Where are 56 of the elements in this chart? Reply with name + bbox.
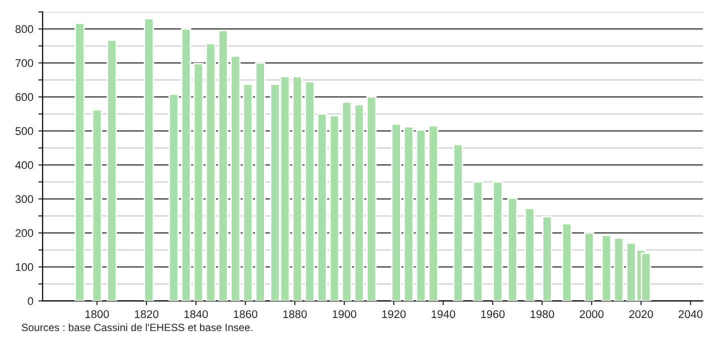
y-tick-label: 400 xyxy=(15,161,34,170)
y-tick-label: 600 xyxy=(16,93,34,102)
x-tick-label: 1800 xyxy=(85,310,109,318)
bar xyxy=(144,18,154,301)
x-tick-label: 1820 xyxy=(134,310,158,318)
source-note: Sources : base Cassini de l'EHESS et base Insee. xyxy=(22,323,252,332)
bar xyxy=(168,93,179,301)
bar xyxy=(542,216,552,301)
bar xyxy=(292,76,302,301)
bar xyxy=(180,28,192,301)
bar xyxy=(193,62,204,301)
bar xyxy=(74,22,85,301)
y-tick-label: 0 xyxy=(28,297,34,306)
x-tick-label: 2000 xyxy=(580,310,604,318)
bar xyxy=(507,198,518,301)
bar xyxy=(562,223,572,301)
bar xyxy=(428,125,438,301)
y-tick-label: 800 xyxy=(16,25,34,34)
x-tick-label: 1840 xyxy=(184,310,208,318)
y-tick-label: 500 xyxy=(15,127,34,136)
x-tick-label: 1860 xyxy=(234,310,258,318)
y-tick-label: 300 xyxy=(15,195,34,204)
y-tick-label: 200 xyxy=(16,229,34,238)
bar xyxy=(416,129,426,301)
bar xyxy=(242,84,254,301)
x-tick-label: 2040 xyxy=(678,310,702,318)
bar xyxy=(304,80,315,301)
bar xyxy=(584,232,594,301)
bar xyxy=(601,234,612,301)
x-tick-label: 2020 xyxy=(629,310,653,318)
bar xyxy=(472,181,483,301)
x-tick-label: 1940 xyxy=(432,310,456,318)
bar xyxy=(92,109,102,301)
bar xyxy=(492,181,503,301)
bar xyxy=(316,113,328,301)
bar xyxy=(366,96,377,301)
y-tick-label: 700 xyxy=(16,59,34,68)
bar xyxy=(524,208,535,301)
bar xyxy=(342,101,352,301)
bar xyxy=(206,42,216,301)
bar xyxy=(354,104,364,301)
bar xyxy=(218,30,228,301)
bar xyxy=(106,39,117,301)
bar xyxy=(391,123,402,301)
bar xyxy=(230,55,241,301)
x-tick-label: 1880 xyxy=(283,310,307,318)
y-tick-label: 100 xyxy=(16,263,34,272)
bar xyxy=(255,62,266,301)
bar xyxy=(614,237,624,301)
bar xyxy=(403,126,414,301)
bar xyxy=(329,114,340,301)
x-tick-label: 1900 xyxy=(332,310,356,318)
x-tick-label: 1920 xyxy=(382,310,406,318)
bar xyxy=(452,144,464,301)
x-tick-label: 1980 xyxy=(530,310,554,318)
x-tick-label: 1960 xyxy=(481,310,505,318)
